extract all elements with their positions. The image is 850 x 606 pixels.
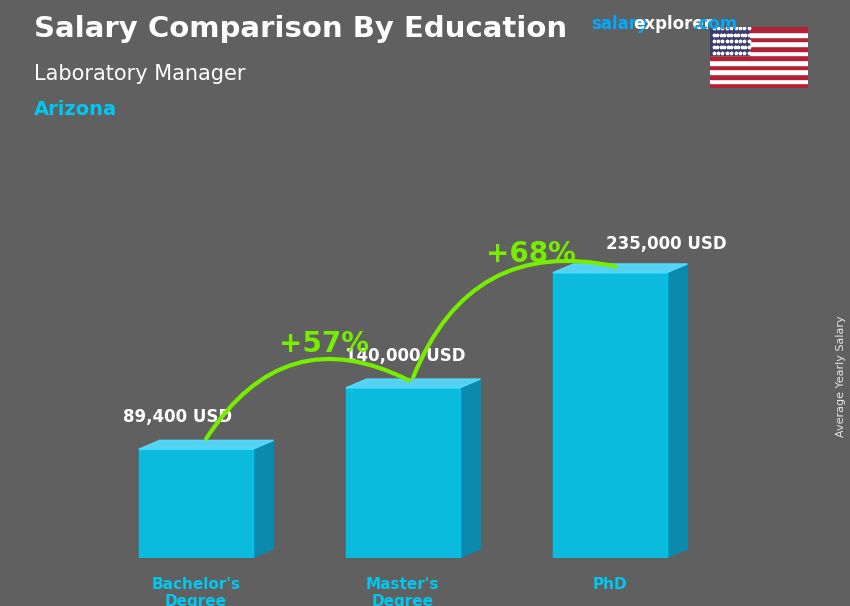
Bar xyxy=(710,46,808,50)
Text: salary: salary xyxy=(591,15,648,33)
Bar xyxy=(552,273,666,558)
Bar xyxy=(710,60,808,65)
Bar xyxy=(710,65,808,69)
Text: Bachelor's
Degree: Bachelor's Degree xyxy=(151,577,241,606)
Text: PhD: PhD xyxy=(592,577,627,592)
Bar xyxy=(710,41,808,46)
FancyArrowPatch shape xyxy=(207,359,409,439)
Bar xyxy=(710,27,808,32)
Bar xyxy=(710,55,808,60)
Bar xyxy=(710,50,808,55)
Bar xyxy=(710,74,808,79)
Bar xyxy=(710,83,808,88)
Bar xyxy=(710,32,808,36)
Bar xyxy=(346,388,460,558)
Bar xyxy=(139,449,252,558)
Text: Salary Comparison By Education: Salary Comparison By Education xyxy=(34,15,567,43)
Text: 235,000 USD: 235,000 USD xyxy=(606,235,726,253)
Text: Average Yearly Salary: Average Yearly Salary xyxy=(836,315,846,436)
Text: 89,400 USD: 89,400 USD xyxy=(123,408,233,427)
Polygon shape xyxy=(139,441,274,449)
Bar xyxy=(710,69,808,74)
Polygon shape xyxy=(346,379,480,388)
Text: .com: .com xyxy=(693,15,738,33)
Text: explorer: explorer xyxy=(633,15,712,33)
FancyArrowPatch shape xyxy=(413,261,615,378)
Polygon shape xyxy=(252,441,274,558)
Text: 140,000 USD: 140,000 USD xyxy=(345,347,466,365)
Text: Arizona: Arizona xyxy=(34,100,117,119)
Bar xyxy=(710,27,749,55)
Text: +68%: +68% xyxy=(486,240,576,268)
Text: Laboratory Manager: Laboratory Manager xyxy=(34,64,246,84)
Bar xyxy=(710,79,808,83)
Bar xyxy=(710,36,808,41)
Polygon shape xyxy=(552,264,688,273)
Text: Master's
Degree: Master's Degree xyxy=(366,577,439,606)
Polygon shape xyxy=(460,379,480,558)
Text: +57%: +57% xyxy=(279,330,369,358)
Polygon shape xyxy=(666,264,688,558)
